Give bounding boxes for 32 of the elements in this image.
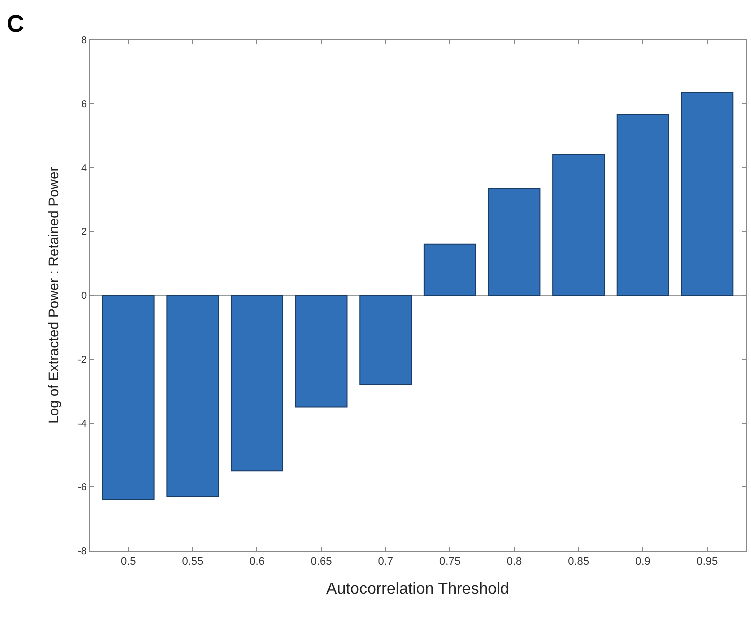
bar: [230, 295, 284, 472]
y-tick-label: 6: [81, 99, 88, 110]
x-tick-label: 0.9: [635, 556, 651, 568]
y-tick-label: 2: [81, 227, 88, 238]
y-axis-title: Log of Extracted Power : Retained Power: [46, 166, 62, 424]
x-tick-label: 0.55: [182, 556, 204, 568]
x-tick-label: 0.6: [250, 556, 265, 568]
bar: [360, 295, 412, 386]
y-tick-label: 0: [81, 291, 88, 302]
y-tick-label: -6: [78, 482, 88, 494]
bar: [488, 188, 541, 296]
x-tick-label: 0.95: [696, 556, 718, 568]
y-tick-label: -2: [78, 354, 88, 366]
x-tick-label: 0.85: [568, 556, 590, 568]
bar: [424, 244, 476, 296]
x-tick-label: 0.8: [506, 556, 522, 568]
y-tick-label: -8: [78, 546, 88, 558]
y-tick-label: 4: [81, 163, 88, 174]
y-tick-label: -4: [78, 418, 88, 430]
bar: [102, 295, 155, 500]
bar: [681, 92, 734, 296]
x-tick-label: 0.65: [310, 556, 332, 568]
x-tick-label: 0.7: [378, 556, 394, 568]
x-tick-label: 0.5: [120, 556, 136, 568]
bar: [552, 154, 606, 296]
x-tick-label: 0.75: [439, 556, 461, 568]
x-axis-title: Autocorrelation Threshold: [326, 580, 510, 598]
bar: [616, 114, 670, 296]
bar: [295, 295, 348, 408]
y-tick-label: 8: [81, 36, 88, 46]
text: C: [7, 11, 24, 38]
bar: [166, 295, 220, 498]
